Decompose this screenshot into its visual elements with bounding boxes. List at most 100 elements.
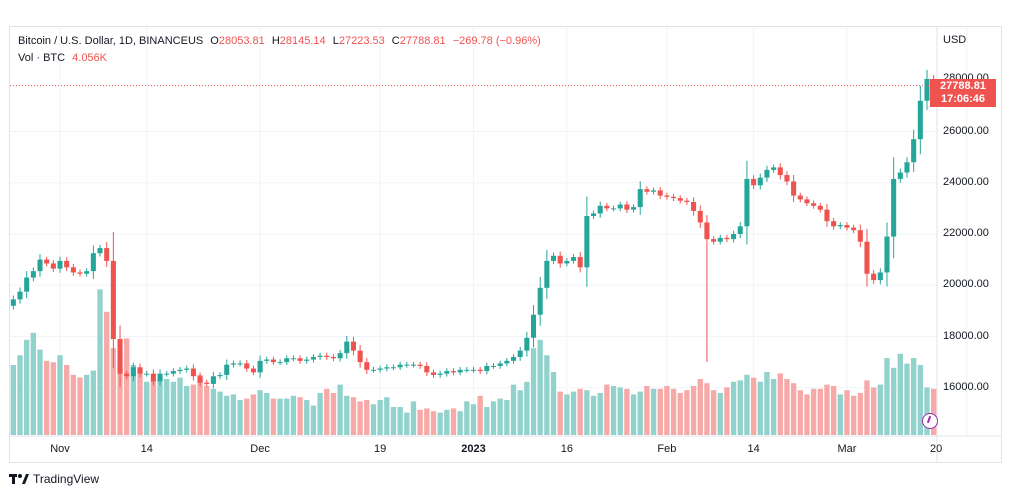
volume-bar — [84, 374, 90, 435]
candle — [777, 167, 783, 176]
candle — [804, 199, 810, 204]
volume-bar — [497, 398, 503, 435]
volume-bar — [324, 388, 330, 435]
volume-bar — [737, 380, 743, 435]
volume-bar — [277, 398, 283, 435]
time-axis-label: 14 — [747, 443, 760, 455]
volume-bar — [570, 391, 577, 435]
volume-bar — [330, 393, 337, 435]
candle — [84, 271, 90, 274]
volume-bar — [77, 377, 83, 435]
candle — [304, 359, 310, 361]
candle — [324, 355, 330, 357]
volume-bar — [217, 391, 223, 435]
volume-bar — [510, 384, 517, 435]
volume-bar — [444, 409, 450, 435]
volume-bar — [844, 390, 850, 435]
volume-bar — [544, 355, 550, 435]
candle — [377, 368, 383, 370]
volume-bar — [557, 391, 563, 435]
volume-bar — [284, 398, 290, 435]
volume-bar — [377, 400, 383, 435]
volume-bar — [864, 380, 870, 435]
open-label: O — [210, 35, 219, 47]
close-label: C — [391, 35, 400, 47]
volume-bar — [890, 367, 897, 435]
candle — [197, 376, 203, 383]
volume-bar — [137, 370, 143, 435]
volume-bar — [464, 401, 470, 435]
candle — [497, 363, 503, 366]
candle — [917, 100, 923, 140]
candle — [871, 273, 877, 281]
legend-ohlc: Bitcoin / U.S. Dollar, 1D, BINANCEUS O28… — [18, 35, 541, 47]
candle — [24, 277, 30, 292]
candle — [537, 287, 543, 315]
candle — [904, 162, 910, 173]
volume-bar — [730, 381, 737, 435]
candle — [204, 382, 210, 384]
volume-bar — [524, 381, 530, 435]
volume-bar — [837, 394, 843, 435]
volume-bar — [810, 388, 817, 435]
candle — [410, 364, 417, 366]
candle — [811, 203, 817, 206]
tradingview-logo[interactable]: TradingView — [9, 472, 99, 486]
candle — [477, 369, 483, 372]
volume-bar — [37, 349, 43, 435]
volume-bar — [610, 386, 617, 435]
candle — [864, 241, 870, 274]
candle — [644, 189, 650, 192]
volume-bar — [210, 388, 217, 435]
candle — [591, 213, 597, 217]
candle — [257, 360, 263, 373]
candle — [504, 360, 510, 364]
volume-bar — [724, 387, 730, 435]
volume-bar — [624, 388, 630, 435]
volume-bar — [317, 393, 323, 435]
candle — [464, 369, 470, 371]
volume-bar — [370, 404, 377, 435]
volume-bar — [410, 401, 417, 435]
volume-bar — [564, 394, 570, 435]
volume-bar — [710, 390, 717, 435]
price-axis-label: 24000.00 — [943, 175, 989, 188]
volume-bar — [857, 393, 863, 435]
candle — [417, 364, 423, 366]
volume-bar — [550, 372, 557, 435]
candle — [724, 237, 730, 240]
volume-bar — [850, 395, 857, 435]
candle — [124, 373, 130, 377]
candle — [757, 177, 763, 186]
volume-bar — [917, 365, 923, 435]
candle — [837, 225, 843, 227]
volume-bar — [644, 386, 650, 435]
candle — [844, 225, 850, 228]
candle — [851, 227, 857, 231]
price-axis-label: 22000.00 — [943, 227, 989, 239]
candle — [717, 237, 723, 242]
volume-bar — [630, 394, 637, 435]
candle — [57, 260, 63, 269]
time-axis-label: Mar — [837, 443, 857, 455]
volume-bar — [744, 374, 750, 435]
price-axis-label: 26000.00 — [943, 124, 989, 137]
candle — [877, 272, 883, 281]
change-value: −269.78 (−0.96%) — [452, 35, 541, 47]
volume-bar — [764, 372, 770, 435]
candle — [684, 200, 690, 202]
volume-bar — [664, 386, 670, 435]
candle — [550, 255, 557, 261]
high-label: H — [271, 35, 280, 47]
candle — [831, 221, 837, 227]
replay-icon[interactable] — [922, 413, 938, 429]
price-axis-label: 16000.00 — [943, 380, 989, 393]
volume-bar — [390, 407, 397, 435]
volume-bar — [617, 387, 623, 435]
time-axis-label: Dec — [250, 443, 270, 455]
volume-bar — [777, 373, 783, 435]
volume-bar — [250, 394, 257, 435]
volume-bar — [877, 384, 883, 435]
candle — [44, 259, 50, 264]
